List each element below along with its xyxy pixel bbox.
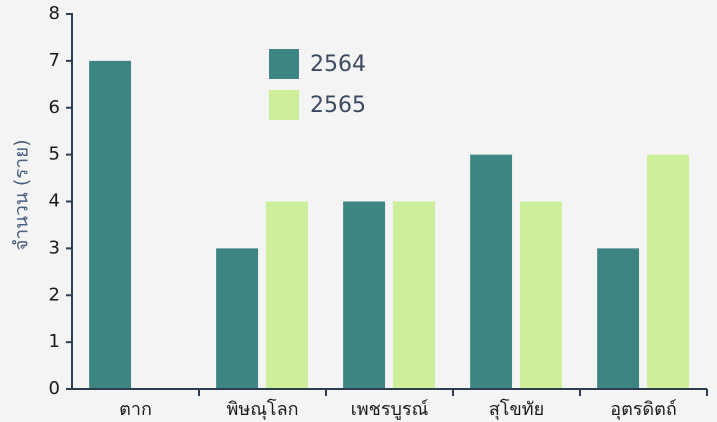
bar xyxy=(520,201,562,389)
x-tick-label: สุโขทัย xyxy=(489,398,544,420)
bar xyxy=(89,60,132,389)
legend-swatch xyxy=(269,90,299,120)
y-tick-label: 8 xyxy=(49,3,60,24)
bar xyxy=(216,248,259,389)
x-tick-label: อุตรดิตถ์ xyxy=(610,399,676,420)
bar xyxy=(597,248,640,389)
y-tick-label: 3 xyxy=(49,237,60,258)
y-axis-label: จำนวน (ราย) xyxy=(11,139,33,250)
y-tick-label: 6 xyxy=(49,97,60,118)
x-tick-label: ตาก xyxy=(119,399,152,420)
bar xyxy=(266,201,308,389)
y-tick-label: 1 xyxy=(49,331,60,352)
y-tick-label: 2 xyxy=(49,284,60,305)
y-tick-label: 5 xyxy=(49,144,60,165)
x-tick-label: พิษณุโลก xyxy=(226,398,298,420)
x-tick-label: เพชรบูรณ์ xyxy=(351,399,429,420)
legend-label: 2565 xyxy=(310,93,366,118)
legend-label: 2564 xyxy=(310,52,366,77)
bar xyxy=(393,201,435,389)
y-tick-label: 4 xyxy=(49,191,60,212)
bar xyxy=(470,154,513,389)
bar xyxy=(343,201,386,389)
y-tick-label: 7 xyxy=(49,50,60,71)
y-tick-label: 0 xyxy=(49,378,60,399)
bar xyxy=(647,154,689,389)
legend-swatch xyxy=(269,49,299,79)
